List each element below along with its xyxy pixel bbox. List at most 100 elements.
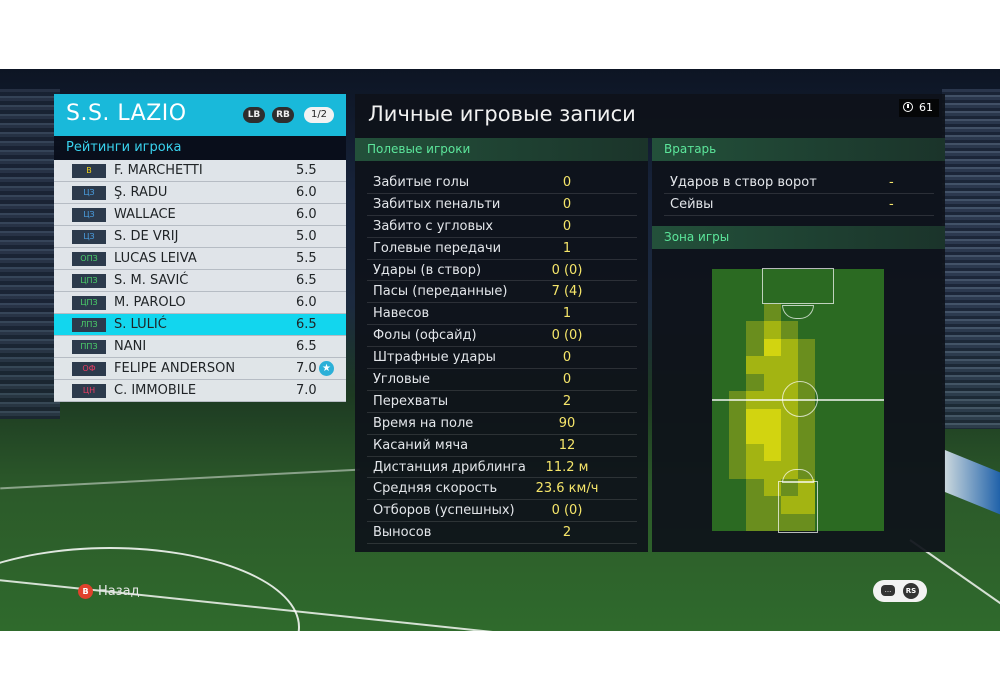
stat-row: Дистанция дриблинга 11.2 м: [367, 457, 637, 479]
stat-label: Время на поле: [373, 415, 474, 431]
gk-stat-label: Ударов в створ ворот: [670, 175, 817, 190]
pitch-center-circle: [0, 547, 300, 631]
player-name: WALLACE: [114, 207, 176, 222]
heatmap-cell: [746, 443, 764, 462]
stat-value: 0: [562, 196, 572, 212]
player-rating: 6.0: [296, 185, 317, 200]
stat-value: 11.2 м: [545, 459, 589, 475]
lb-button[interactable]: LB: [243, 107, 265, 123]
rb-button[interactable]: RB: [272, 107, 294, 123]
heatmap-cell: [746, 356, 764, 374]
stat-label: Фолы (офсайд): [373, 328, 477, 344]
advertising-board: [944, 449, 1000, 515]
player-row[interactable]: В F. MARCHETTI 5.5: [54, 160, 346, 182]
outfield-stats-section: Полевые игроки Забитые голы 0 Забитых пена…: [355, 138, 648, 552]
stat-value: 12: [558, 437, 576, 453]
player-row[interactable]: ЦЗ WALLACE 6.0: [54, 204, 346, 226]
heatmap-cell: [780, 496, 798, 514]
chat-icon[interactable]: ...: [881, 585, 895, 596]
chat-rs-controls[interactable]: ... RS: [873, 580, 927, 602]
heatmap-cell: [780, 356, 798, 374]
heatmap-cell: [780, 513, 798, 531]
match-records-panel: Личные игровые записи 61 Полевые игроки …: [355, 94, 945, 552]
position-badge: ЦЗ: [72, 186, 106, 200]
heatmap-cell: [746, 461, 764, 479]
player-rating: 5.5: [296, 163, 317, 178]
stat-label: Средняя скорость: [373, 481, 498, 497]
heatmap-cell: [763, 321, 781, 339]
stat-label: Дистанция дриблинга: [373, 459, 526, 475]
stat-row: Удары (в створ) 0 (0): [367, 260, 637, 282]
heatmap-cell: [729, 426, 747, 444]
play-zone-section: Зона игры: [652, 226, 945, 552]
heatmap-cell: [746, 426, 764, 444]
penalty-box-top: [762, 268, 834, 304]
player-row[interactable]: ОПЗ LUCAS LEIVA 5.5: [54, 248, 346, 270]
stat-row: Штрафные удары 0: [367, 347, 637, 370]
position-badge: ППЗ: [72, 340, 106, 354]
clock-icon: [903, 102, 913, 112]
player-row[interactable]: ЦПЗ S. M. SAVIĆ 6.5: [54, 270, 346, 292]
gk-stat-row: Ударов в створ ворот -: [664, 172, 934, 194]
zone-section-title: Зона игры: [652, 226, 945, 249]
crowd-left: [0, 89, 60, 419]
star-icon: ★: [319, 361, 334, 376]
back-label[interactable]: Назад: [98, 584, 140, 599]
heatmap-cell: [780, 426, 798, 444]
heatmap-cell: [729, 443, 747, 462]
player-name: NANI: [114, 339, 147, 354]
b-button-icon[interactable]: B: [78, 584, 93, 599]
player-rating: 6.5: [296, 339, 317, 354]
player-name: C. IMMOBILE: [114, 383, 197, 398]
player-row[interactable]: ЦЗ Ş. RADU 6.0: [54, 182, 346, 204]
penalty-box-bottom: [778, 481, 818, 533]
stat-row: Перехваты 2: [367, 391, 637, 413]
stat-label: Выносов: [373, 525, 432, 541]
heatmap-cell: [763, 356, 781, 374]
stat-label: Касаний мяча: [373, 437, 469, 453]
stat-row: Забито с угловых 0: [367, 216, 637, 238]
stat-row: Угловые 0: [367, 369, 637, 391]
player-name: Ş. RADU: [114, 185, 168, 200]
timer-value: 61: [919, 101, 933, 114]
position-badge: ЦПЗ: [72, 274, 106, 288]
stat-value: 2: [562, 525, 572, 541]
heatmap-cell: [763, 443, 781, 462]
gk-stat-value: -: [889, 197, 894, 212]
stat-value: 0 (0): [551, 262, 583, 278]
ratings-title: Рейтинги игрока: [54, 136, 346, 160]
player-row[interactable]: ЦН C. IMMOBILE 7.0: [54, 380, 346, 402]
position-badge: В: [72, 164, 106, 178]
pitch-line: [0, 468, 360, 490]
gk-stat-row: Сейвы -: [664, 194, 934, 216]
stat-row: Отборов (успешных) 0 (0): [367, 500, 637, 523]
heatmap-cell: [729, 461, 747, 479]
stat-value: 1: [562, 306, 572, 322]
player-rating: 6.0: [296, 295, 317, 310]
stat-value: 90: [558, 415, 576, 431]
heatmap-cell: [746, 478, 764, 497]
heatmap-cell: [763, 513, 781, 531]
stat-value: 0 (0): [551, 503, 583, 519]
stat-row: Время на поле 90: [367, 413, 637, 435]
goalkeeper-stats-section: Вратарь Ударов в створ ворот - Сейвы -: [652, 138, 945, 226]
crowd-right: [942, 89, 1000, 429]
player-row[interactable]: ЦЗ S. DE VRIJ 5.0: [54, 226, 346, 248]
stat-row: Забитые голы 0: [367, 172, 637, 194]
penalty-arc-top: [782, 305, 814, 319]
player-row[interactable]: ЛПЗ S. LULIĆ 6.5: [54, 314, 346, 336]
heatmap-cell: [798, 496, 816, 514]
heatmap-cell: [746, 338, 764, 357]
rs-button-icon[interactable]: RS: [903, 583, 919, 599]
gk-stat-value: -: [889, 175, 894, 190]
title-bar: Личные игровые записи 61: [355, 94, 945, 138]
team-ratings-panel: S.S. LAZIO LB RB 1/2 Рейтинги игрока В F.…: [54, 94, 346, 402]
stat-label: Отборов (успешных): [373, 503, 515, 519]
heatmap-cell: [780, 338, 798, 357]
stat-label: Забито с угловых: [373, 218, 494, 234]
player-row[interactable]: ЦПЗ M. PAROLO 6.0: [54, 292, 346, 314]
match-timer: 61: [899, 99, 939, 117]
player-row[interactable]: ППЗ NANI 6.5: [54, 336, 346, 358]
player-row[interactable]: ОФ FELIPE ANDERSON 7.0 ★: [54, 358, 346, 380]
stat-row: Пасы (переданные) 7 (4): [367, 281, 637, 304]
